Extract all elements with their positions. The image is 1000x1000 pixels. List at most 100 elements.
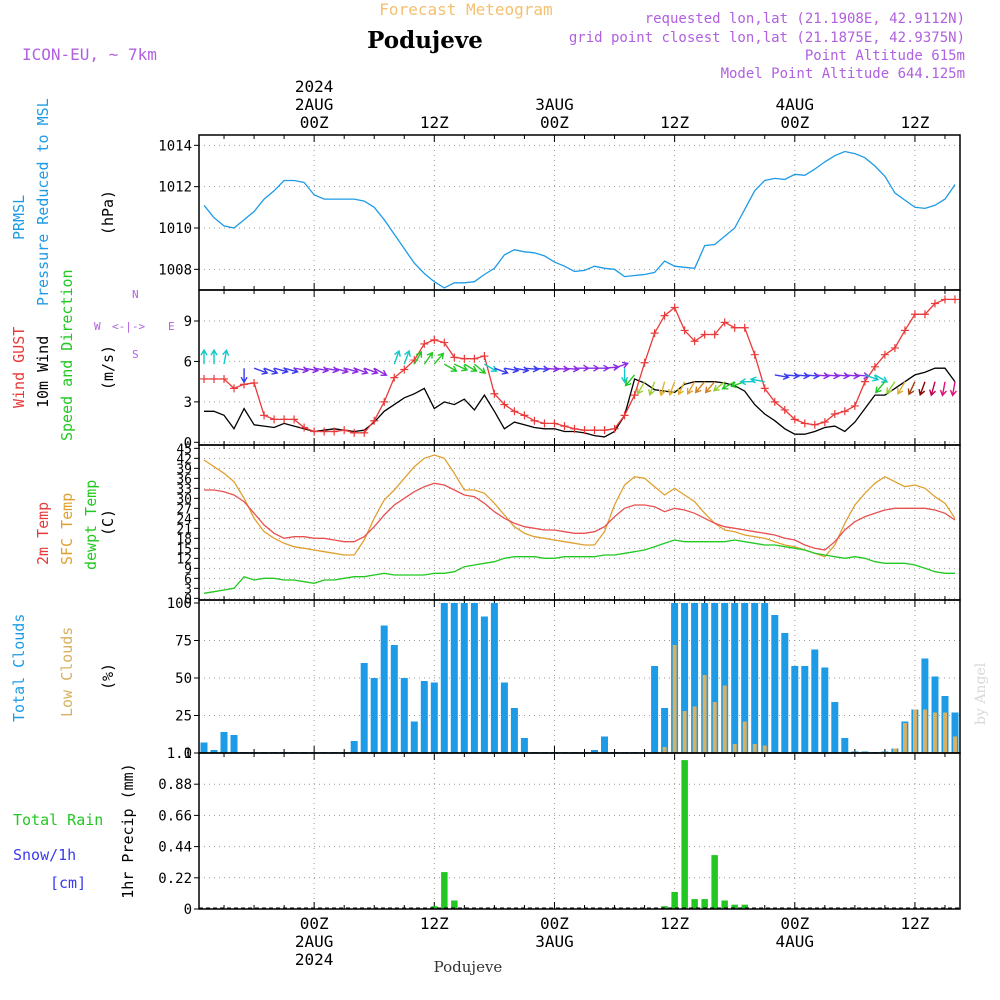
wind-arrow [824,372,841,380]
gust-marker [680,326,689,335]
gust-marker [510,407,519,416]
total-cloud-bar [510,708,518,753]
gust-marker [570,424,579,433]
wind-arrow [939,381,947,397]
gust-line [204,298,955,434]
gust-marker [260,411,269,420]
total-cloud-bar [410,721,418,753]
bottom-time-label: 12Z [420,914,449,933]
low-cloud-bar [893,748,897,753]
total-cloud-bar [831,702,839,753]
wind-arrow [564,365,580,373]
gust-marker [420,339,429,348]
gust-marker [340,426,349,435]
top-time-label: 12Z [420,113,449,132]
top-time-label: 12Z [660,113,689,132]
compass-s: S [132,348,139,361]
rain-bar [441,872,448,909]
low-cloud-bar [742,721,747,753]
gust-marker [590,426,599,435]
wind-arrow [834,372,851,380]
panel-frame [198,599,961,754]
wind-arrow [222,348,230,365]
wind-arrow [794,372,811,380]
wind-arrow [544,365,560,373]
low-cloud-bar [953,736,957,753]
gust-marker [560,422,569,431]
low-cloud-bar [712,702,717,753]
y-tick-label: 36 [176,472,192,487]
total-cloud-bar [771,615,779,753]
bottom-time-label: 12Z [660,914,689,933]
y-tick-label: 33 [176,482,192,497]
wind-arrow [864,374,880,382]
bottom-time-label: 12Z [900,914,929,933]
top-time-label: 00Z [780,113,809,132]
total-cloud-bar [420,681,428,753]
wind-arrow [668,381,676,397]
wind-arrow [624,374,636,387]
bottom-time-label: 2024 [295,950,334,969]
total-cloud-bar [500,682,508,753]
gust-marker [700,330,709,339]
gust-marker [850,401,859,410]
y-tick-label: 0 [184,746,192,762]
label-wind-gust: Wind GUST [10,327,28,408]
gust-marker [520,411,529,420]
wind-arrow [423,351,434,365]
gust-marker [600,426,609,435]
gust-marker [530,416,539,425]
label-dewpt-temp: dewpt Temp [82,480,100,570]
gust-marker [370,416,379,425]
gust-marker [830,410,839,418]
y-axis-label: 1hr Precip (mm) [119,763,137,898]
total-cloud-bar [651,666,659,753]
y-tick-label: 0 [184,435,192,451]
y-tick-label: 0.88 [158,777,192,793]
low-cloud-bar [702,675,707,753]
gust-marker [220,374,229,383]
y-tick-label: 12 [176,552,192,567]
gust-marker [300,423,309,432]
wind-arrow [554,365,570,373]
total-cloud-bar [460,603,468,753]
low-cloud-bar [682,711,687,753]
gust-marker [670,303,679,312]
top-time-label: 00Z [540,113,569,132]
y-tick-label: 75 [175,634,192,650]
gust-marker [860,377,869,386]
wind-arrow [413,350,423,365]
wind-arrow [874,374,889,383]
gust-marker [200,374,209,383]
y-tick-label: 39 [176,462,192,477]
gust-marker [430,335,439,344]
wind10-line [204,367,956,438]
y-axis-label: (C) [99,509,117,536]
pressure-line [203,150,956,289]
label-total-rain: Total Rain [13,811,103,829]
gust-marker [740,323,749,332]
gust-marker [710,330,719,339]
gust-marker [330,427,339,436]
rain-bar [681,760,688,909]
top-time-label: 4AUG [776,95,815,114]
wind-arrow [929,381,936,397]
bottom-time-label: 00Z [300,914,329,933]
wind-arrow [712,381,726,392]
bottom-time-label: 2AUG [295,932,334,951]
gust-marker [250,379,259,387]
header-title-top: Forecast Meteogram [379,0,552,19]
gust-marker [870,362,879,371]
wind-arrow [949,381,957,397]
wind-arrow [433,352,445,365]
total-cloud-bar [450,603,458,753]
low-cloud-bar [672,645,677,753]
gust-marker [940,295,949,304]
gust-marker [720,318,729,327]
y-tick-label: 30 [176,492,192,507]
y-tick-label: 21 [176,522,192,537]
label-low-clouds: Low Clouds [58,627,76,717]
y-tick-label: 15 [176,542,192,557]
wind-arrow [253,367,269,375]
gust-marker [270,415,279,424]
